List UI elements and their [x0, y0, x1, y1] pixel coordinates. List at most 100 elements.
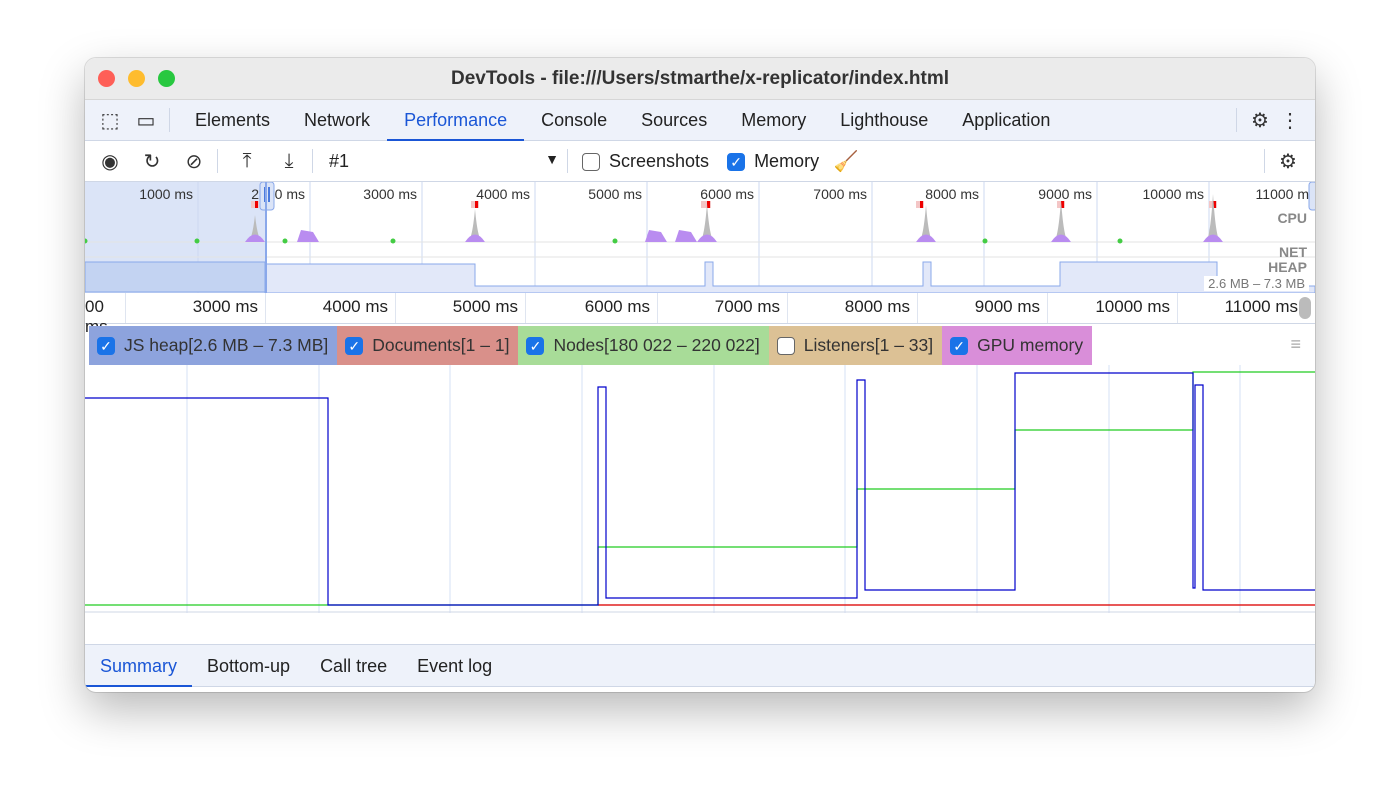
counter-label: JS heap[2.6 MB – 7.3 MB]	[124, 335, 329, 355]
tab-performance[interactable]: Performance	[387, 100, 525, 141]
counter-checkbox[interactable]: ✓	[97, 336, 115, 355]
overview-tick-label: 6000 ms	[700, 186, 754, 202]
tab-console[interactable]: Console	[541, 109, 608, 130]
overview-tick-label: 7000 ms	[813, 186, 867, 202]
counter-label: GPU memory	[977, 335, 1084, 355]
tab-memory[interactable]: Memory	[741, 109, 807, 130]
cpu-painting-dot	[282, 238, 288, 244]
minimize-button[interactable]	[128, 70, 145, 87]
cpu-rendering-area	[1203, 234, 1223, 242]
cpu-scripting-peak	[467, 209, 483, 242]
overview-tick-label: 11000 ms	[1256, 186, 1315, 202]
heap-range-label: 2.6 MB – 7.3 MB	[1204, 276, 1309, 291]
title-bar: DevTools - file:///Users/stmarthe/x-repl…	[85, 58, 1315, 100]
counter-toggle-1[interactable]: ✓ Documents[1 – 1]	[337, 326, 519, 365]
counter-checkbox[interactable]	[776, 336, 795, 355]
cpu-rendering-area	[465, 234, 485, 242]
cpu-scripting-peak	[1053, 200, 1069, 242]
counter-label: Documents[1 – 1]	[372, 335, 510, 355]
upload-icon[interactable]: ⤒	[242, 149, 252, 172]
overview-window-handle-right	[1308, 181, 1315, 211]
cpu-painting-dot	[390, 238, 396, 244]
cpu-rendering-area	[297, 230, 319, 242]
cpu-painting-dot	[194, 238, 200, 244]
horizontal-scrollbar-thumb[interactable]	[1299, 297, 1311, 319]
settings-gear-icon[interactable]: ⚙	[1251, 109, 1269, 132]
tab-application[interactable]: Application	[962, 109, 1051, 130]
memory-chart	[85, 365, 1315, 613]
ruler-tick-label: 5000 ms	[452, 297, 518, 316]
ruler-gridline	[1047, 293, 1048, 323]
long-task-marker	[707, 201, 710, 208]
cpu-painting-dot	[612, 238, 618, 244]
screenshots-checkbox[interactable]: Screenshots	[582, 151, 709, 172]
counter-label: Listeners[1 – 33]	[803, 335, 934, 355]
js-heap-line	[85, 372, 1315, 606]
clear-icon[interactable]: ⊘	[185, 150, 203, 173]
counter-checkbox[interactable]: ✓	[526, 336, 545, 355]
recording-select[interactable]: #1 ▼	[329, 150, 559, 171]
counter-label: Nodes[180 022 – 220 022]	[553, 335, 760, 355]
counter-toggle-2[interactable]: ✓ Nodes[180 022 – 220 022]	[518, 326, 769, 365]
legend-menu-icon[interactable]: ≡	[1290, 334, 1301, 354]
ruler-tick-label: 10000 ms	[1095, 297, 1170, 316]
details-tab-event-log[interactable]: Event log	[417, 655, 493, 676]
device-toolbar-icon[interactable]: ▭	[136, 109, 156, 132]
ruler-tick-label: 9000 ms	[974, 297, 1040, 316]
inspect-element-icon[interactable]: ⬚	[100, 109, 120, 132]
tab-sources[interactable]: Sources	[641, 109, 708, 130]
long-task-marker	[255, 201, 258, 208]
memory-counters-legend: ✓ JS heap[2.6 MB – 7.3 MB] ✓ Documents[1 – …	[89, 326, 1093, 365]
overview-tick-label: 9000 ms	[1038, 186, 1092, 202]
cpu-rendering-area	[675, 230, 697, 242]
ruler-tick-label: 4000 ms	[322, 297, 388, 316]
cpu-rendering-area	[697, 234, 717, 242]
heap-area-selected	[85, 261, 266, 293]
ruler-tick-label: 7000 ms	[714, 297, 780, 316]
counter-checkbox[interactable]: ✓	[345, 336, 364, 355]
memory-checkbox[interactable]: ✓ Memory	[727, 151, 819, 172]
cpu-scripting-peak	[1205, 194, 1221, 242]
reload-record-icon[interactable]: ↻	[143, 150, 161, 173]
overview-tick-label: 10000 ms	[1143, 186, 1204, 202]
net-label: NET	[1279, 244, 1307, 260]
counter-checkbox[interactable]: ✓	[950, 336, 969, 355]
timeline-overview[interactable]: 1000 ms 2000 ms 3000 ms 4000 ms 5000 ms 6000 …	[85, 181, 1315, 294]
cpu-rendering-area	[245, 234, 265, 242]
cpu-rendering-area	[645, 230, 667, 242]
details-tab-call-tree[interactable]: Call tree	[320, 655, 388, 676]
collect-garbage-icon[interactable]: 🧹	[833, 150, 859, 173]
close-button[interactable]	[98, 70, 115, 87]
counter-toggle-0[interactable]: ✓ JS heap[2.6 MB – 7.3 MB]	[89, 326, 338, 365]
download-icon[interactable]: ⤓	[284, 149, 294, 172]
tab-lighthouse[interactable]: Lighthouse	[840, 109, 929, 130]
overview-tick-label: 5000 ms	[588, 186, 642, 202]
cpu-painting-dot	[982, 238, 988, 244]
details-tab-summary[interactable]: Summary	[85, 645, 193, 687]
counter-toggle-3[interactable]: Listeners[1 – 33]	[768, 326, 943, 365]
cpu-rendering-area	[916, 234, 936, 242]
ruler-gridline	[657, 293, 658, 323]
record-icon[interactable]: ◉	[101, 150, 119, 173]
ruler-tick-label: 3000 ms	[192, 297, 258, 316]
long-task-marker	[475, 201, 478, 208]
long-task-marker	[920, 201, 923, 208]
dropdown-arrow-icon: ▼	[545, 150, 559, 167]
capture-settings-icon[interactable]: ⚙	[1279, 150, 1297, 173]
tab-network[interactable]: Network	[304, 109, 371, 130]
ruler-gridline	[787, 293, 788, 323]
counter-toggle-4[interactable]: ✓ GPU memory	[942, 326, 1093, 365]
panel-tabs: ⬚ ▭ Elements Network Performance Console Sou…	[85, 100, 1315, 141]
more-options-icon[interactable]: ⋮	[1280, 109, 1300, 132]
maximize-button[interactable]	[158, 70, 175, 87]
details-tab-bottom-up[interactable]: Bottom-up	[207, 655, 291, 676]
overview-tick-label: 3000 ms	[363, 186, 417, 202]
long-task-marker	[1061, 201, 1064, 208]
cpu-label: CPU	[1277, 210, 1307, 226]
cpu-painting-dot	[85, 238, 88, 244]
window-title: DevTools - file:///Users/stmarthe/x-repl…	[451, 68, 949, 89]
tab-elements[interactable]: Elements	[195, 109, 271, 130]
long-task-marker	[1213, 201, 1216, 208]
ruler-tick-label: 8000 ms	[844, 297, 910, 316]
